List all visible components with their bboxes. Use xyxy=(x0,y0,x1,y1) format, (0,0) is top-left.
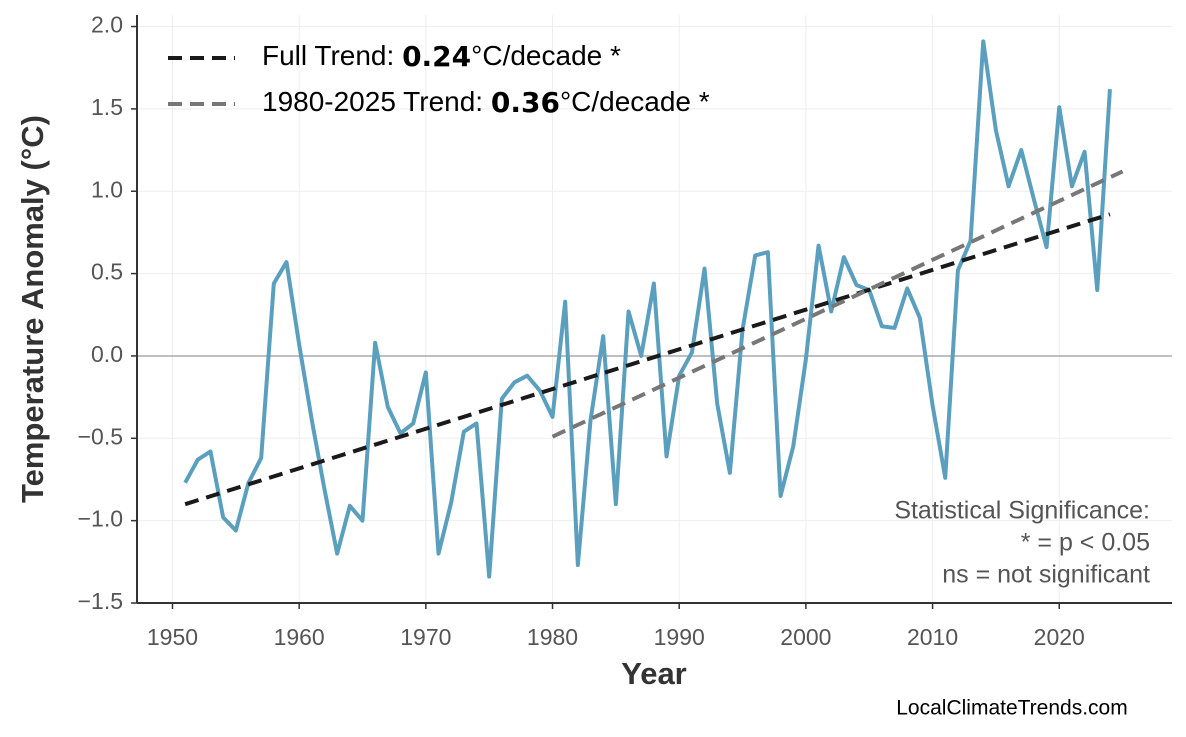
legend-label: Full Trend: 0.24°C/decade * xyxy=(262,40,621,73)
x-tick-label: 2020 xyxy=(1034,624,1085,650)
x-tick-label: 2010 xyxy=(907,624,958,650)
legend-slope: 0.24 xyxy=(402,40,471,73)
annotation: Statistical Significance: xyxy=(894,497,1150,525)
y-axis-title: Temperature Anomaly (°C) xyxy=(15,115,50,503)
x-tick-label: 1950 xyxy=(147,624,198,650)
x-axis-title: Year xyxy=(621,656,687,691)
y-tick-label: −1.0 xyxy=(78,506,123,532)
legend-unit: °C/decade * xyxy=(560,86,710,117)
trend-line xyxy=(551,169,1124,439)
legend-name: Full Trend: xyxy=(262,40,394,71)
x-tick-label: 1990 xyxy=(654,624,705,650)
trend-line xyxy=(184,212,1111,507)
y-tick-label: 1.5 xyxy=(91,94,123,120)
y-tick-label: 2.0 xyxy=(91,12,123,38)
data-line xyxy=(183,39,1112,579)
annotation: * = p < 0.05 xyxy=(1021,529,1150,557)
x-tick-label: 1960 xyxy=(274,624,325,650)
x-tick-label: 1980 xyxy=(527,624,578,650)
y-tick-label: 0.0 xyxy=(91,341,123,367)
x-tick-label: 1970 xyxy=(400,624,451,650)
watermark: LocalClimateTrends.com xyxy=(896,697,1127,720)
legend-unit: °C/decade * xyxy=(471,40,621,71)
x-tick-label: 2000 xyxy=(780,624,831,650)
legend-label: 1980-2025 Trend: 0.36°C/decade * xyxy=(262,86,710,119)
y-tick-label: 1.0 xyxy=(91,176,123,202)
y-tick-label: 0.5 xyxy=(91,259,123,285)
y-tick-label: −1.5 xyxy=(78,588,123,614)
legend-name: 1980-2025 Trend: xyxy=(262,86,483,117)
legend-slope: 0.36 xyxy=(491,86,560,119)
annotation: ns = not significant xyxy=(942,561,1150,589)
y-tick-label: −0.5 xyxy=(78,423,123,449)
